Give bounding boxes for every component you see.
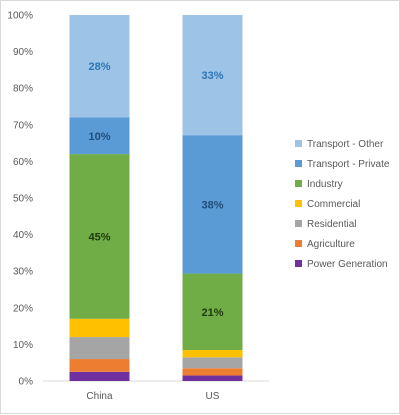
bar-segment-transport-private: [182, 135, 243, 274]
y-tick-label: 100%: [7, 11, 33, 22]
bar-segment-industry: [69, 154, 130, 319]
bar-segment-industry: [182, 273, 243, 351]
y-tick-label: 30%: [13, 267, 33, 278]
legend-label: Agriculture: [307, 239, 355, 250]
bar-segment-power-generation: [182, 375, 243, 381]
bar-segment-agriculture: [182, 368, 243, 376]
bar-segment-residential: [182, 357, 243, 369]
y-tick-label: 40%: [13, 230, 33, 241]
data-label: 33%: [201, 70, 223, 82]
legend-swatch: [295, 180, 302, 187]
y-tick-label: 60%: [13, 157, 33, 168]
data-label: 21%: [201, 307, 223, 319]
y-tick-label: 90%: [13, 47, 33, 58]
data-label: 45%: [88, 231, 110, 243]
y-tick-label: 0%: [19, 377, 34, 388]
bar-segment-commercial: [69, 318, 130, 338]
y-tick-label: 50%: [13, 194, 33, 205]
legend-swatch: [295, 200, 302, 207]
data-label: 10%: [88, 131, 110, 143]
legend-swatch: [295, 260, 302, 267]
legend-swatch: [295, 160, 302, 167]
y-tick-label: 10%: [13, 340, 33, 351]
legend-swatch: [295, 220, 302, 227]
bar-segment-commercial: [182, 350, 243, 358]
data-label: 28%: [88, 61, 110, 73]
legend-label: Residential: [307, 219, 356, 230]
x-tick-label: China: [86, 391, 113, 402]
y-tick-label: 80%: [13, 84, 33, 95]
x-tick-label: US: [206, 391, 220, 402]
data-label: 38%: [201, 199, 223, 211]
bar-segment-transport-private: [69, 117, 130, 155]
bar-segment-transport-other: [69, 15, 130, 118]
y-tick-label: 70%: [13, 120, 33, 131]
bar-segment-transport-other: [182, 15, 243, 136]
legend-swatch: [295, 240, 302, 247]
legend-label: Commercial: [307, 199, 360, 210]
legend-label: Power Generation: [307, 259, 388, 270]
bar-segment-agriculture: [69, 359, 130, 372]
legend-label: Industry: [307, 179, 343, 190]
legend-label: Transport - Private: [307, 159, 390, 170]
y-tick-label: 20%: [13, 303, 33, 314]
bar-segment-power-generation: [69, 371, 130, 381]
bar-segment-residential: [69, 337, 130, 360]
legend-label: Transport - Other: [307, 139, 384, 150]
legend-swatch: [295, 140, 302, 147]
